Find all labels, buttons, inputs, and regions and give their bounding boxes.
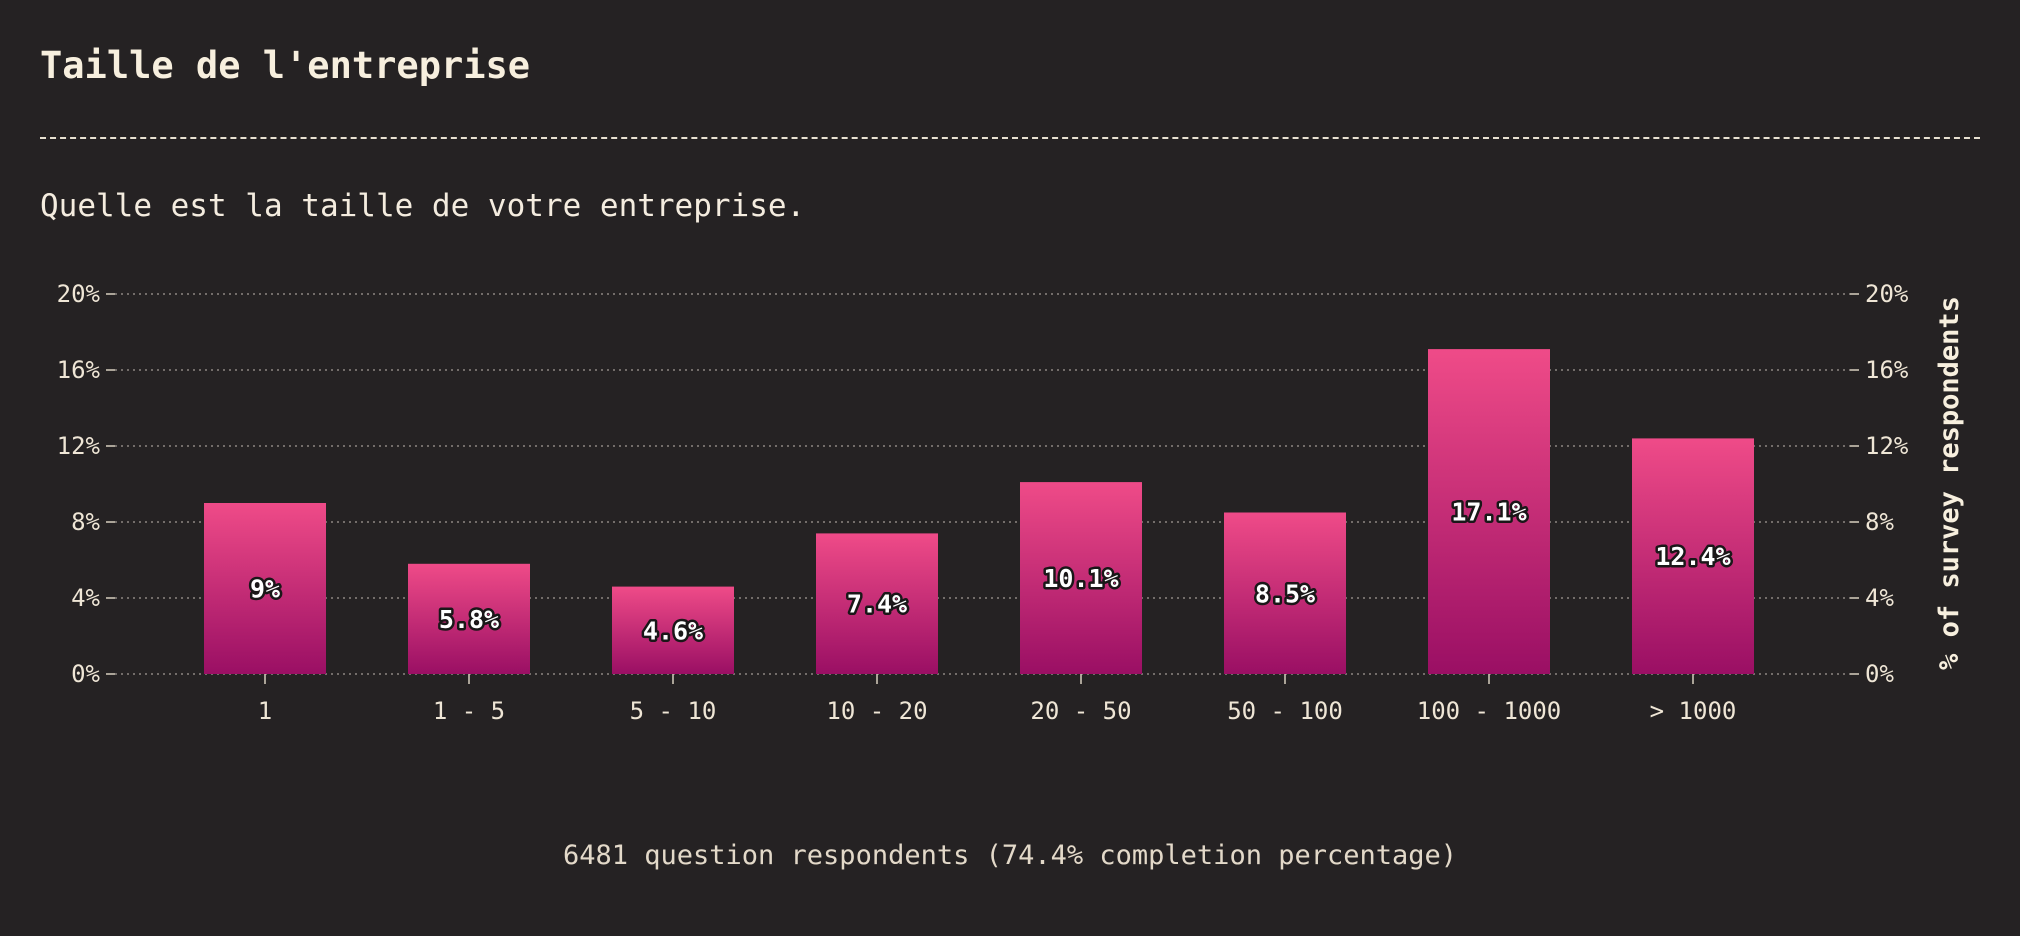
y-tick-label: 4% (71, 584, 100, 612)
x-tick-label: 50 - 100 (1227, 697, 1343, 725)
y-tick-label: 16% (57, 356, 101, 384)
y-tick-label: 0% (1865, 660, 1894, 688)
y-axis-left: 0% 4% 8% 12% 16% 20% (57, 280, 115, 688)
y-tick-label: 4% (1865, 584, 1894, 612)
x-axis-categories: 1 1 - 5 5 - 10 10 - 20 20 - 50 50 - 100 100 - … (258, 674, 1737, 725)
bar (1020, 482, 1142, 674)
bar-value-label: 7.4% (847, 590, 907, 619)
y-tick-label: 8% (1865, 508, 1894, 536)
y-tick-label: 12% (1865, 432, 1909, 460)
bar-value-label: 12.4% (1655, 542, 1730, 571)
bar-value-label: 4.6% (643, 616, 703, 645)
bar-value-label: 17.1% (1451, 498, 1526, 527)
question-text: Quelle est la taille de votre entreprise… (40, 188, 806, 224)
x-tick-label: 100 - 1000 (1417, 697, 1562, 725)
bar-value-label: 5.8% (439, 605, 499, 634)
x-tick-label: 1 - 5 (433, 697, 505, 725)
y-axis-title: % of survey respondents (1934, 296, 1965, 670)
title-divider (40, 137, 1980, 139)
bar-value-label: 8.5% (1255, 579, 1315, 608)
y-axis-right: 0% 4% 8% 12% 16% 20% (1850, 280, 1909, 688)
y-tick-label: 0% (71, 660, 100, 688)
grid-lines (115, 293, 1850, 675)
bar-chart: 0% 4% 8% 12% 16% 20% 0% 4% 8% 12% 16% 20% 1 1 - 5 5 … (57, 280, 1965, 725)
bar-value-labels: 9% 5.8% 4.6% 7.4% 10.1% 8.5% 17.1% 12.4% (247, 495, 1733, 648)
x-tick-label: 5 - 10 (630, 697, 717, 725)
y-tick-label: 16% (1865, 356, 1909, 384)
bars (204, 349, 1754, 674)
bar (1224, 512, 1346, 674)
y-tick-label: 8% (71, 508, 100, 536)
bar-value-label: 9% (250, 575, 280, 604)
bar (612, 586, 734, 674)
x-tick-label: 20 - 50 (1030, 697, 1131, 725)
x-tick-label: 1 (258, 697, 272, 725)
bar (1632, 438, 1754, 674)
bar (204, 503, 326, 674)
bar (816, 533, 938, 674)
x-tick-label: 10 - 20 (826, 697, 927, 725)
x-tick-label: > 1000 (1650, 697, 1737, 725)
page-title: Taille de l'entreprise (40, 44, 531, 87)
y-tick-label: 20% (57, 280, 101, 308)
bar (408, 563, 530, 674)
y-tick-label: 12% (57, 432, 101, 460)
y-tick-label: 20% (1865, 280, 1909, 308)
bar-value-label: 10.1% (1043, 564, 1118, 593)
respondents-footer: 6481 question respondents (74.4% complet… (562, 840, 1458, 871)
bar (1428, 349, 1550, 674)
